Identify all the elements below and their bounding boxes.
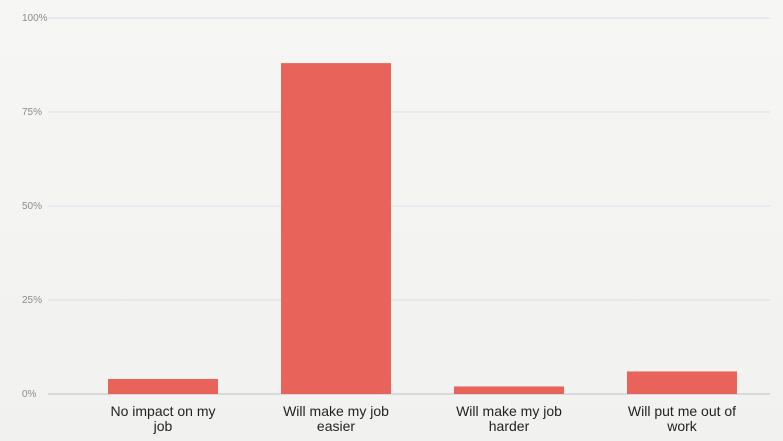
x-tick-label: Will make my job harder — [456, 403, 562, 434]
bar-2 — [454, 386, 564, 394]
y-tick-label: 50% — [22, 201, 42, 212]
x-tick-label: Will make my job easier — [283, 403, 389, 434]
x-tick-label: Will put me out of work — [628, 403, 736, 434]
y-tick-label: 0% — [22, 389, 37, 400]
x-axis-ticks: No impact on my job Will make my job easier… — [110, 403, 736, 434]
y-tick-label: 100% — [22, 13, 48, 24]
y-tick-label: 25% — [22, 295, 42, 306]
bars — [108, 63, 737, 395]
bar-3 — [627, 371, 737, 394]
grid-lines — [48, 17, 770, 395]
bar-0 — [108, 378, 218, 394]
y-axis-ticks: 0% 25% 50% 75% 100% — [22, 13, 48, 400]
bar-1 — [281, 63, 391, 395]
x-tick-label: No impact on my job — [110, 403, 215, 434]
y-tick-label: 75% — [22, 107, 42, 118]
